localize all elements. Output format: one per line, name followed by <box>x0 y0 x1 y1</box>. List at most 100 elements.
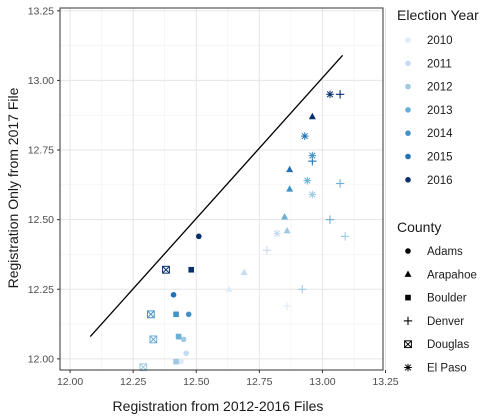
y-tick-label: 12.75 <box>28 145 54 157</box>
data-point-boulder-2013 <box>175 333 182 340</box>
data-point-arapahoe-2010 <box>225 285 233 292</box>
marker-circle <box>405 248 411 254</box>
data-point-denver-2011 <box>262 246 272 255</box>
data-point-douglas-2012 <box>139 363 148 372</box>
marker-box <box>146 310 155 319</box>
marker-circle <box>178 358 184 365</box>
y-tick-label: 13.00 <box>28 75 54 87</box>
marker-triangle <box>225 285 233 292</box>
marker-triangle <box>404 270 412 277</box>
y-tick-label: 13.25 <box>28 5 54 17</box>
data-point-boulder-2014 <box>173 311 179 318</box>
plot-area <box>60 8 387 372</box>
x-tick-label: 12.00 <box>57 376 83 388</box>
data-point-arapahoe-2012 <box>283 226 291 234</box>
data-point-el-paso-2016 <box>326 90 334 99</box>
data-point-denver-2010 <box>282 301 292 311</box>
legend-year-swatch <box>405 37 411 43</box>
legend-county-swatch <box>405 248 411 254</box>
marker-circle <box>195 233 202 240</box>
y-tick-label: 12.50 <box>28 214 54 226</box>
data-point-adams-2016 <box>195 233 202 240</box>
legend-year-item-2011: 2011 <box>405 58 452 70</box>
data-point-denver-2013 <box>335 179 345 188</box>
legend-year-label: 2010 <box>427 35 453 47</box>
data-point-arapahoe-2016 <box>308 112 316 120</box>
legend-year-item-2012: 2012 <box>405 82 453 94</box>
marker-triangle <box>286 165 294 173</box>
legend-county-item-arapahoe: Arapahoe <box>404 269 477 281</box>
marker-square <box>175 333 182 340</box>
data-point-el-paso-2015 <box>300 132 309 140</box>
marker-star-d2 <box>326 91 334 98</box>
axes: 12.00 12.25 12.50 12.75 13.00 13.25 12.00 12.25… <box>28 5 399 388</box>
data-point-el-paso-2011 <box>273 229 281 238</box>
data-point-arapahoe-2014 <box>286 185 294 192</box>
data-point-denver-2012 <box>340 232 350 241</box>
legend-county-item-boulder: Boulder <box>405 293 467 305</box>
data-point-arapahoe-2015 <box>286 165 294 173</box>
legend-year-label: 2015 <box>427 152 453 164</box>
marker-triangle <box>283 226 291 234</box>
marker-triangle <box>308 112 316 120</box>
data-point-adams-2011 <box>183 350 189 357</box>
data-point-douglas-2014 <box>146 310 155 319</box>
marker-triangle <box>286 185 294 192</box>
y-tick-label: 12.25 <box>28 284 54 296</box>
data-point-denver-2012 <box>298 285 307 294</box>
legend-year-label: 2013 <box>427 105 453 117</box>
legend-year-item-2013: 2013 <box>405 105 453 117</box>
marker-square <box>405 294 411 301</box>
legend-county-label: El Paso <box>427 363 467 375</box>
marker-square <box>173 311 179 318</box>
data-point-el-paso-2014 <box>308 151 317 160</box>
legend-year-item-2015: 2015 <box>405 152 453 164</box>
legend-county-label: Douglas <box>427 339 469 351</box>
legend-county-swatch <box>404 363 412 372</box>
data-point-el-paso-2013 <box>303 176 312 185</box>
legend-county-item-el-paso: El Paso <box>404 363 467 375</box>
legend-year-item-2016: 2016 <box>405 175 453 187</box>
legend-county-title: County <box>397 219 441 235</box>
legend-year-swatch <box>405 177 411 183</box>
legend-county-label: Adams <box>427 246 463 258</box>
data-point-adams-2015 <box>170 292 177 298</box>
data-point-adams-2014 <box>185 311 192 318</box>
legend-year-label: 2011 <box>427 58 452 70</box>
legend-county-label: Denver <box>427 316 464 328</box>
marker-star-d2 <box>301 132 308 140</box>
marker-box-x2 <box>147 310 155 319</box>
legend-county-item-douglas: Douglas <box>404 339 469 351</box>
data-point-adams-2010 <box>178 358 184 365</box>
x-axis-label: Registration from 2012-2016 Files <box>113 398 324 414</box>
legend-county-swatch <box>405 294 411 301</box>
legend-year-swatch <box>405 107 411 113</box>
marker-box <box>162 265 170 274</box>
x-tick-label: 12.50 <box>183 376 209 388</box>
legend-county-swatch <box>403 316 413 326</box>
data-point-douglas-2013 <box>149 335 158 344</box>
data-point-boulder-2016 <box>188 266 195 273</box>
marker-triangle <box>240 268 248 276</box>
marker-star-d2 <box>309 152 316 159</box>
legend-year-swatch <box>405 130 411 136</box>
y-axis-label: Registration Only from 2017 File <box>5 87 21 288</box>
legend-year-label: 2014 <box>427 128 453 140</box>
data-point-boulder-2012 <box>173 358 179 365</box>
legend-year-swatch <box>405 83 411 90</box>
legend-year-label: 2012 <box>427 82 453 94</box>
marker-triangle <box>281 213 289 220</box>
marker-box-x2 <box>149 335 158 344</box>
y-tick-label: 12.00 <box>28 353 54 365</box>
legend-county-item-denver: Denver <box>403 316 464 328</box>
data-point-adams-2012 <box>180 336 187 343</box>
marker-square <box>188 266 195 273</box>
data-point-douglas-2016 <box>162 265 170 274</box>
legend-year-item-2014: 2014 <box>405 128 453 140</box>
x-tick-label: 13.25 <box>372 376 398 388</box>
marker-square <box>173 358 179 365</box>
marker-star-d2 <box>304 177 311 184</box>
legend-county: County Adams Arapahoe Boulder Denver Douglas… <box>397 219 477 375</box>
legend-county-label: Boulder <box>427 293 467 305</box>
